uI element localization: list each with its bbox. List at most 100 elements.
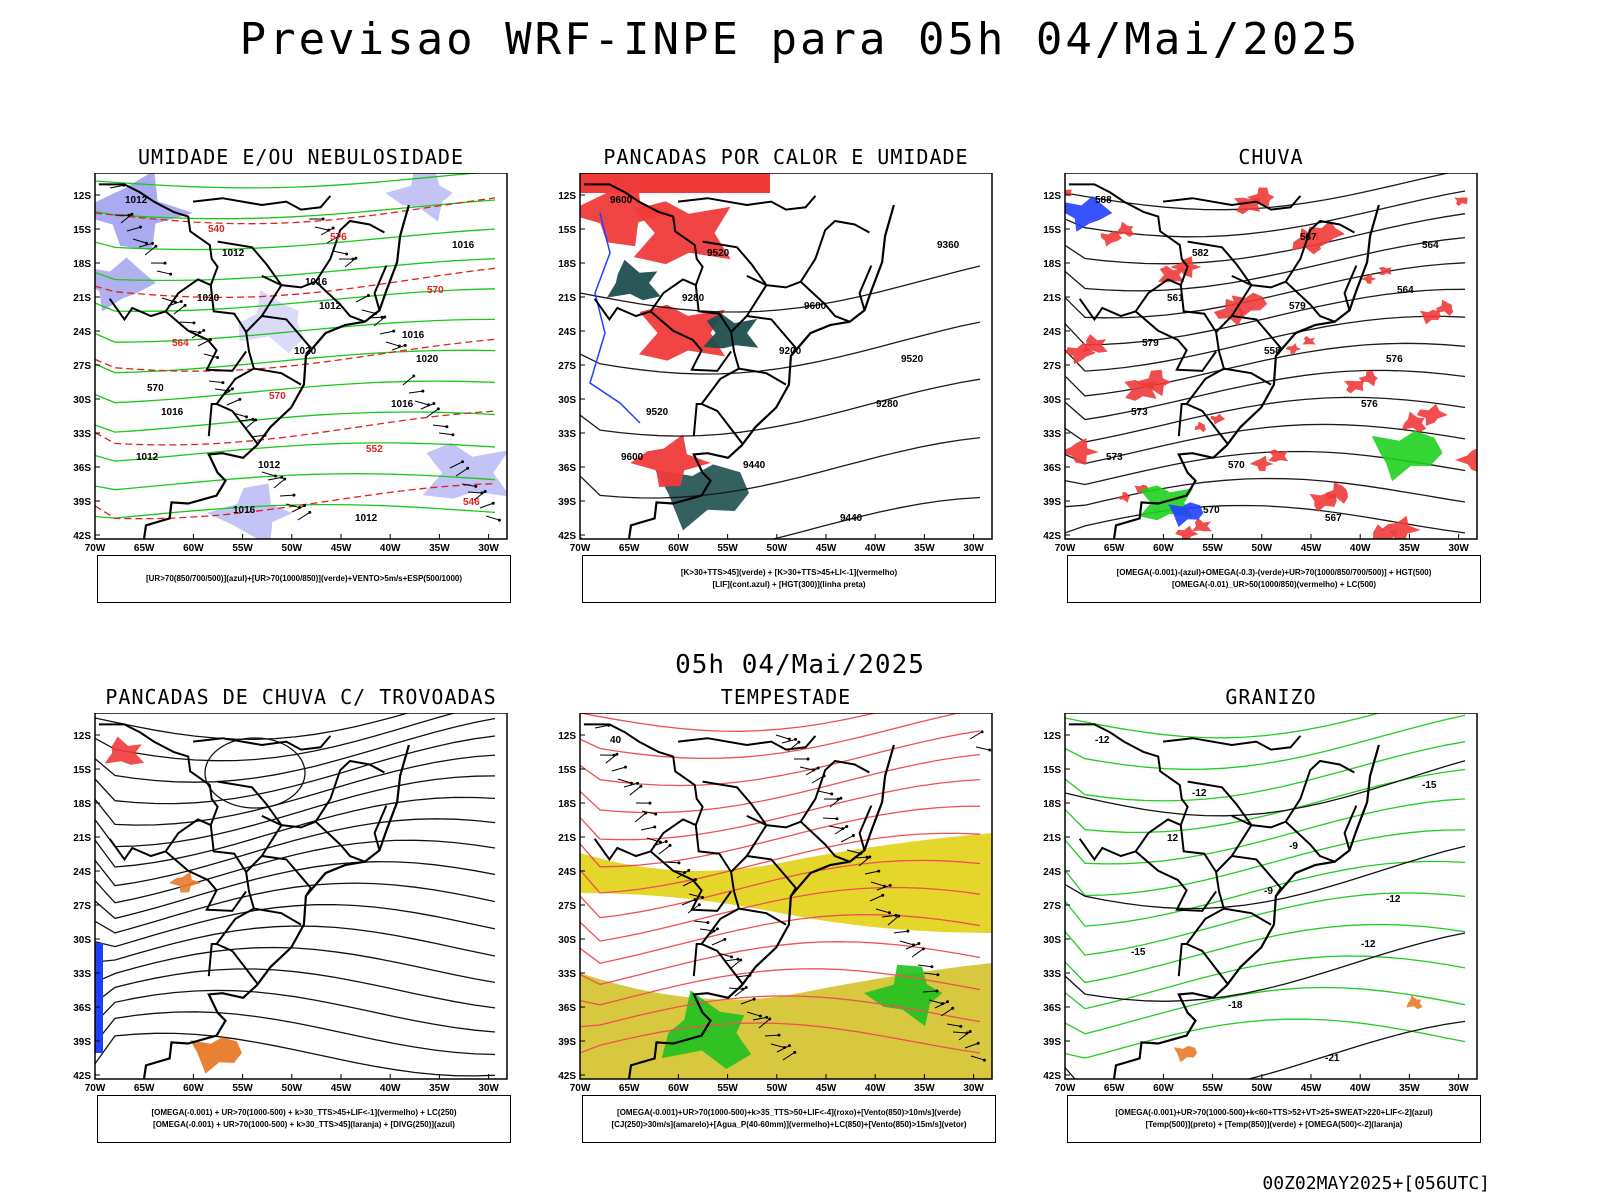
wind850-vector [687, 868, 691, 872]
political-border [858, 805, 873, 851]
political-border [1162, 195, 1302, 211]
wind-vector [285, 503, 300, 509]
red-rain-area [1401, 411, 1427, 433]
wind850-vector [746, 1011, 761, 1017]
political-border [1177, 403, 1187, 437]
humidity-blue-area [95, 173, 194, 251]
wind-vector [408, 390, 423, 394]
wind-vector [308, 510, 312, 514]
legend-box: [OMEGA(-0.001)+UR>70(1000-500)+k>35_TTS>… [582, 1095, 996, 1143]
panel-title: UMIDADE E/OU NEBULOSIDADE [137, 145, 465, 169]
wind-vector [221, 381, 225, 385]
red-rain-area [1194, 421, 1206, 433]
wind-vector [283, 477, 287, 481]
lat-tick-label: 36S [1043, 463, 1061, 474]
wind850-vector [851, 834, 855, 838]
wind-vector [244, 415, 248, 419]
political-border [858, 265, 873, 311]
wind850-vector [648, 801, 652, 805]
wind850-vector [770, 1043, 785, 1049]
lat-tick-label: 12S [1043, 191, 1061, 202]
political-border [164, 310, 247, 372]
streamline-250 [95, 946, 496, 984]
wind850-vector [969, 731, 983, 740]
wind850-vector [865, 855, 869, 859]
wind850-vector [906, 929, 910, 933]
wind850-vector [940, 1007, 953, 1017]
green-omega-area [1371, 430, 1443, 482]
lat-tick-label: 33S [558, 969, 576, 980]
run-stamp: 00Z02MAY2025+[056UTC] [1262, 1173, 1490, 1194]
wind850-vector [941, 1002, 945, 1006]
legend-line: [OMEGA(-0.01)_UR>50(1000/850)(vermelho) … [1171, 580, 1377, 589]
contour-label: 564 [172, 338, 189, 349]
lat-tick-label: 33S [73, 969, 91, 980]
wind-vector [379, 330, 394, 335]
wind850-vector [752, 997, 756, 1001]
contour-label: -9 [1289, 841, 1298, 852]
contour-label: 567 [1300, 232, 1317, 243]
wind850-vector [917, 964, 932, 968]
map-frame [94, 173, 508, 540]
streamline-250 [95, 839, 496, 904]
map-panel-4: PANCADAS DE CHUVA C/ TROVOADAS 12S 15S 18S 2… [55, 685, 555, 1165]
wind-vector [261, 471, 276, 477]
political-border [692, 403, 702, 437]
wind850-vector [794, 737, 798, 741]
streamline-250 [95, 713, 457, 762]
lon-tick-label: 70W [1055, 543, 1076, 554]
streamline-250 [95, 989, 496, 1033]
map-frame [579, 713, 993, 1080]
contour-label: -15 [1131, 947, 1146, 958]
hgt500-contour [1065, 477, 1466, 508]
wind-vector [238, 397, 242, 401]
contour-label: 561 [1167, 293, 1184, 304]
wind-vector [191, 329, 205, 339]
contour-label: -12 [1361, 939, 1376, 950]
streamline-250 [95, 925, 496, 963]
wind-vector [273, 474, 277, 478]
middle-time-label: 05h 04/Mai/2025 [675, 650, 925, 680]
lon-tick-label: 60W [1153, 1083, 1174, 1094]
wind-vector [267, 476, 282, 481]
lat-tick-label: 36S [73, 463, 91, 474]
wind850-vector [877, 869, 881, 873]
contour-label: 1016 [452, 240, 475, 251]
wind-vector [414, 400, 429, 406]
political-border [98, 183, 259, 445]
wind-vector [173, 300, 177, 304]
wind850-vector [736, 957, 740, 961]
contour-label: 564 [1397, 285, 1414, 296]
wind850-vector [752, 1016, 767, 1021]
panel-title: PANCADAS POR CALOR E UMIDADE [603, 145, 969, 169]
wind850-vector [594, 724, 609, 729]
wind850-vector [952, 1031, 967, 1034]
wind-vector [385, 341, 400, 347]
wind-vector [154, 244, 158, 248]
wind850-vector [768, 1017, 772, 1021]
lat-tick-label: 30S [73, 935, 91, 946]
lat-tick-label: 24S [558, 867, 576, 878]
green-humidity-contour [95, 199, 496, 220]
wind850-vector [845, 824, 849, 828]
wind-vector [479, 502, 494, 509]
lat-tick-label: 24S [1043, 327, 1061, 338]
wind-vector [183, 303, 187, 307]
contour-label: 9520 [646, 407, 669, 418]
hgt500-contour [1065, 262, 1466, 319]
red-rain-area [1117, 491, 1131, 503]
lon-tick-label: 40W [865, 1083, 886, 1094]
political-border [1231, 219, 1355, 289]
contour-label: 9600 [804, 301, 827, 312]
lat-tick-label: 21S [1043, 833, 1061, 844]
thickness-red-dashed-contour [95, 410, 496, 446]
red-precip-water-contour [580, 778, 981, 841]
wind850-vector [968, 1029, 972, 1033]
political-border [261, 759, 385, 829]
lat-tick-label: 27S [558, 901, 576, 912]
wind850-vector [816, 766, 820, 770]
lon-tick-label: 35W [429, 543, 450, 554]
lat-tick-label: 24S [73, 867, 91, 878]
legend-line: [CJ(250)>30m/s](amarelo)+[Agua_P(40-60mm… [611, 1120, 967, 1129]
coastline [142, 744, 410, 1079]
